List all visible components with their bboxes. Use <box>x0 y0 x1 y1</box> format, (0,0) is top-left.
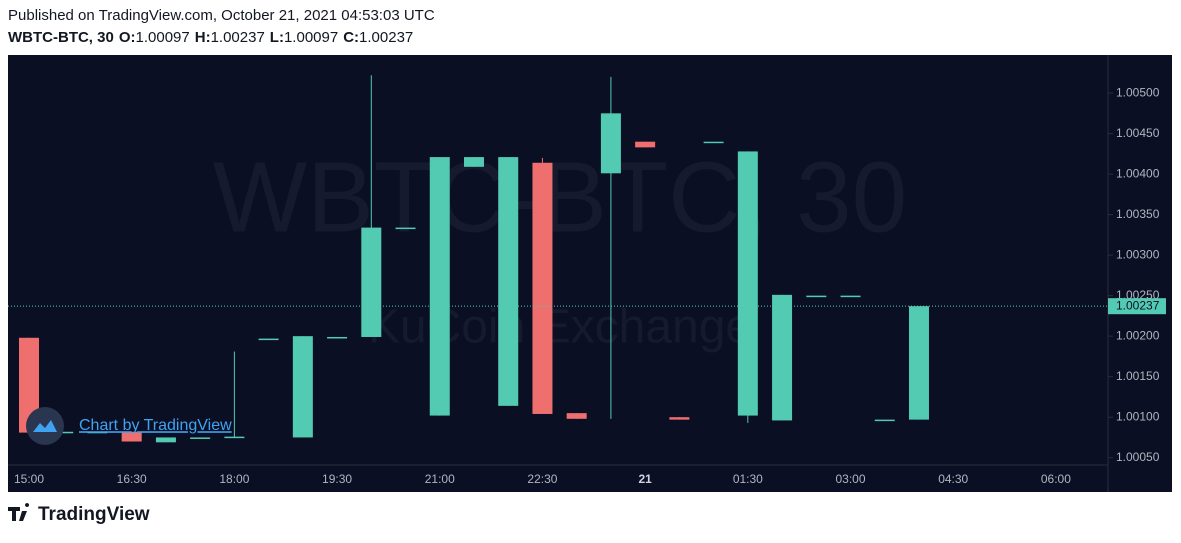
y-tick-label: 1.00300 <box>1116 247 1160 261</box>
x-tick-label: 19:30 <box>322 472 352 486</box>
x-tick-label: 01:30 <box>733 472 763 486</box>
candle-body <box>429 157 450 416</box>
badge-text: Chart by TradingView <box>79 417 232 434</box>
candle-body <box>258 338 279 341</box>
x-tick-label: 18:00 <box>219 472 249 486</box>
footer-icon <box>8 503 30 521</box>
legend-key: H: <box>195 29 211 46</box>
badge-logo <box>33 420 57 432</box>
candle-body <box>874 419 895 422</box>
candle-body <box>806 295 827 298</box>
symbol: WBTC-BTC, 30 <box>8 29 114 46</box>
x-tick-label: 06:00 <box>1041 472 1071 486</box>
candle-body <box>361 227 382 337</box>
candle-body <box>395 227 416 230</box>
x-tick-label: 16:30 <box>117 472 147 486</box>
candle-body <box>840 295 861 298</box>
x-tick-label: 21:00 <box>425 472 455 486</box>
legend-key: C: <box>343 29 359 46</box>
candle-body <box>635 141 656 148</box>
candle-body <box>566 413 587 419</box>
plot: 1.000501.001001.001501.002001.002501.003… <box>8 75 1166 486</box>
x-tick-label: 03:00 <box>836 472 866 486</box>
candle-body <box>53 431 74 434</box>
candle-body <box>908 306 929 420</box>
legend-value: 1.00097 <box>136 29 190 46</box>
candle-body <box>190 437 211 439</box>
legend-key: O: <box>119 29 136 46</box>
footer-logo: TradingView <box>38 504 150 525</box>
candle-body <box>532 162 553 414</box>
y-tick-label: 1.00400 <box>1116 166 1160 180</box>
candle-body <box>292 336 313 438</box>
candle-body <box>669 417 690 420</box>
candle-body <box>737 151 758 416</box>
y-tick-label: 1.00350 <box>1116 207 1160 221</box>
watermark-exchange: KuCoin Exchange <box>368 301 752 354</box>
candle-body <box>19 337 39 433</box>
watermark-symbol: WBTC-BTC, 30 <box>213 141 907 253</box>
legend-value: 1.00237 <box>211 29 265 46</box>
candle-body <box>703 141 724 144</box>
last-price-box <box>1108 298 1166 315</box>
candle-body <box>224 436 245 439</box>
x-tick-label: 21 <box>638 472 652 486</box>
y-tick-label: 1.00150 <box>1116 369 1160 383</box>
legend-line: WBTC-BTC, 30 O:1.00097 H:1.00237 L:1.00097 C… <box>8 29 413 46</box>
y-tick-label: 1.00100 <box>1116 409 1160 423</box>
candle-body <box>600 113 621 174</box>
legend-value: 1.00237 <box>359 29 413 46</box>
candle-body <box>121 431 142 442</box>
published-line: Published on TradingView.com, October 21… <box>8 7 435 24</box>
y-tick-label: 1.00450 <box>1116 126 1160 140</box>
chart-background <box>8 55 1172 492</box>
x-tick-label: 04:30 <box>938 472 968 486</box>
y-tick-label: 1.00050 <box>1116 450 1160 464</box>
candle-body <box>772 294 793 421</box>
candle-body <box>155 437 176 443</box>
last-price-label: 1.00237 <box>1116 298 1160 312</box>
legend-value: 1.00097 <box>284 29 338 46</box>
x-tick-label: 22:30 <box>527 472 557 486</box>
badge-icon <box>26 407 64 445</box>
tv-badge[interactable]: Chart by TradingView <box>26 407 232 445</box>
legend-key: L: <box>270 29 284 46</box>
y-tick-label: 1.00200 <box>1116 328 1160 342</box>
candle-body <box>463 157 484 167</box>
candle-body <box>87 431 108 434</box>
x-tick-label: 15:00 <box>14 472 44 486</box>
candle-body <box>327 336 348 339</box>
y-tick-label: 1.00500 <box>1116 85 1160 99</box>
candle-body <box>498 157 519 406</box>
